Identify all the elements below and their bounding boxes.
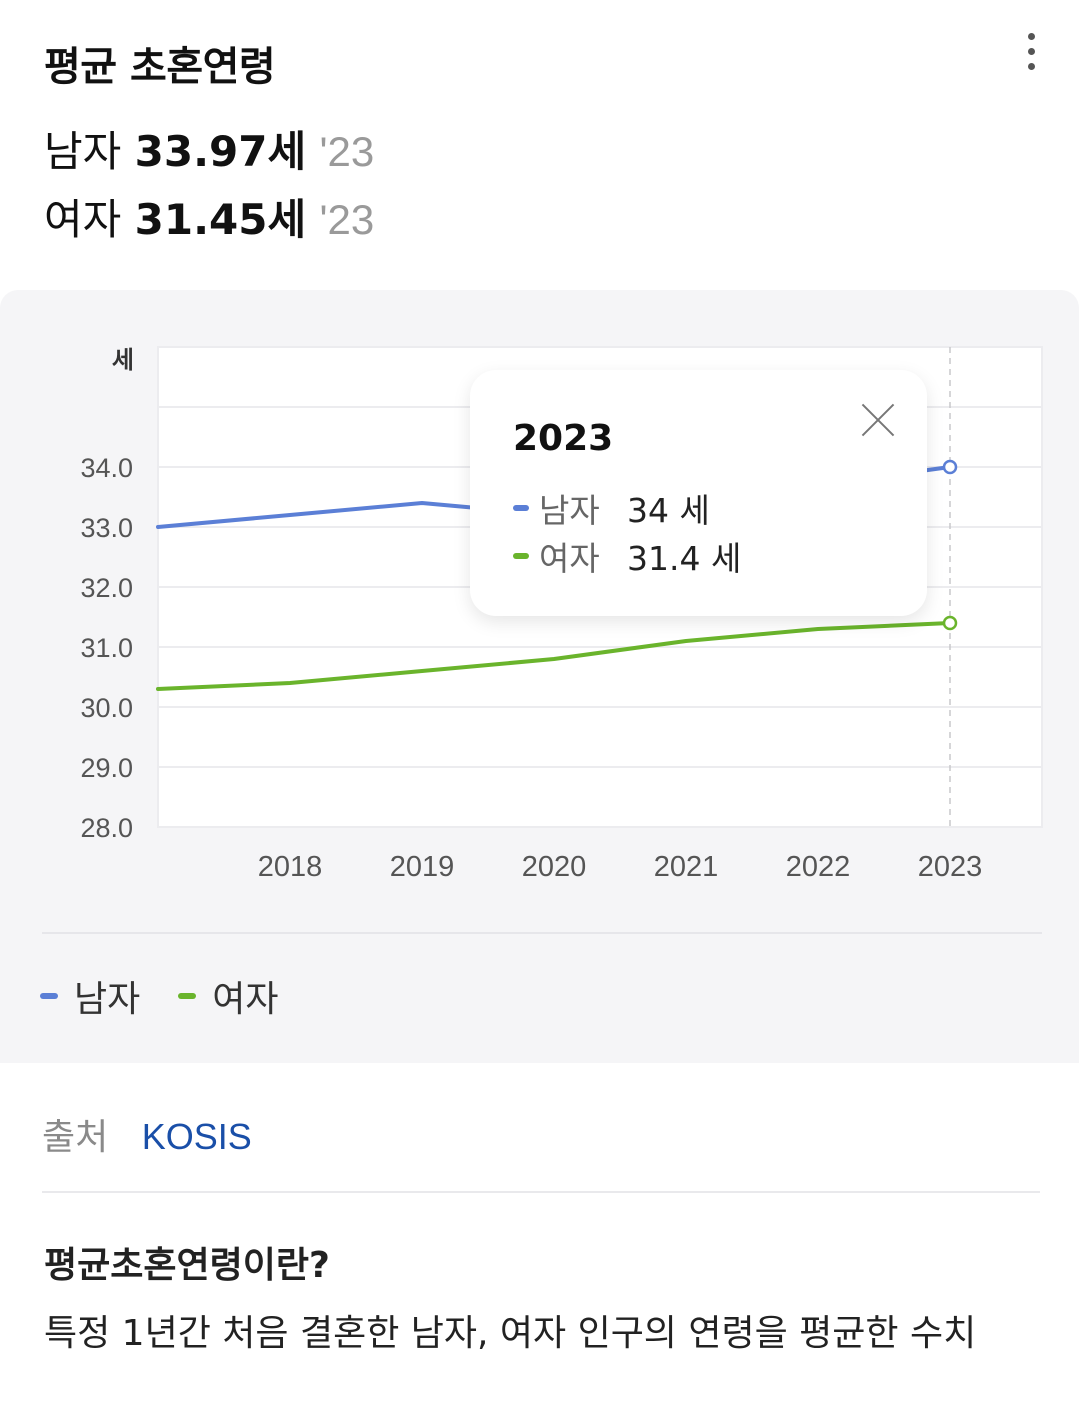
x-tick-label: 2018 [258, 851, 323, 883]
source: 출처 KOSIS [42, 1108, 252, 1160]
y-tick-label: 30.0 [80, 693, 133, 723]
definition-title: 평균초혼연령이란? [44, 1245, 330, 1286]
male-stat-label: 남자 [44, 127, 122, 176]
chart-card: 세 34.0 33.0 32.0 31.0 30.0 29.0 28.0 2018 2019 202… [0, 290, 1079, 1063]
tooltip-row-male-value: 34 세 [627, 491, 710, 530]
y-tick-label: 32.0 [80, 573, 133, 603]
x-tick-label: 2021 [654, 851, 719, 883]
y-tick-label: 34.0 [80, 453, 133, 483]
plot-border [157, 346, 1043, 828]
y-tick-label: 33.0 [80, 513, 133, 543]
series-point-1 [942, 615, 958, 631]
female-stat-year: '23 [319, 196, 375, 243]
series-point-0 [942, 459, 958, 475]
male-stat-value: 33.97세 [134, 127, 307, 176]
legend-item-male[interactable]: 남자 [40, 970, 140, 1022]
y-tick-label: 31.0 [80, 633, 133, 663]
chart-legend: 남자 여자 [40, 970, 279, 1022]
legend-item-female[interactable]: 여자 [178, 970, 279, 1022]
divider [42, 1191, 1040, 1193]
chart-tooltip: 2023 남자 34 세 여자 31.4 세 [470, 370, 927, 616]
female-stat: 여자 31.45세 '23 [44, 186, 374, 247]
male-swatch-icon [513, 505, 529, 511]
female-stat-label: 여자 [44, 195, 122, 244]
legend-label-female: 여자 [212, 979, 279, 1020]
tooltip-row-male: 남자 34 세 [513, 484, 710, 532]
legend-swatch-male-icon [40, 993, 58, 999]
source-label: 출처 [42, 1117, 109, 1158]
x-tick-label: 2023 [918, 851, 983, 883]
x-tick-label: 2019 [390, 851, 455, 883]
divider [42, 932, 1042, 934]
x-tick-label: 2020 [522, 851, 587, 883]
y-tick-label: 29.0 [80, 753, 133, 783]
source-link[interactable]: KOSIS [141, 1116, 252, 1157]
tooltip-row-female-value: 31.4 세 [627, 539, 742, 578]
x-tick-label: 2022 [786, 851, 851, 883]
y-axis-unit: 세 [112, 346, 134, 374]
close-icon[interactable] [858, 400, 898, 440]
female-swatch-icon [513, 553, 529, 559]
y-tick-label: 28.0 [80, 813, 133, 843]
tooltip-year: 2023 [513, 418, 614, 459]
female-stat-value: 31.45세 [134, 195, 307, 244]
more-options-icon[interactable] [1010, 28, 1052, 74]
male-stat: 남자 33.97세 '23 [44, 118, 374, 179]
male-stat-year: '23 [319, 128, 375, 175]
legend-label-male: 남자 [74, 979, 141, 1020]
page-title: 평균 초혼연령 [44, 44, 276, 90]
tooltip-row-male-name: 남자 [539, 491, 600, 530]
definition-text: 특정 1년간 처음 결혼한 남자, 여자 인구의 연령을 평균한 수치 [44, 1313, 977, 1354]
tooltip-row-female: 여자 31.4 세 [513, 532, 741, 580]
tooltip-row-female-name: 여자 [539, 539, 600, 578]
legend-swatch-female-icon [178, 993, 197, 999]
series-line-1 [156, 621, 952, 691]
